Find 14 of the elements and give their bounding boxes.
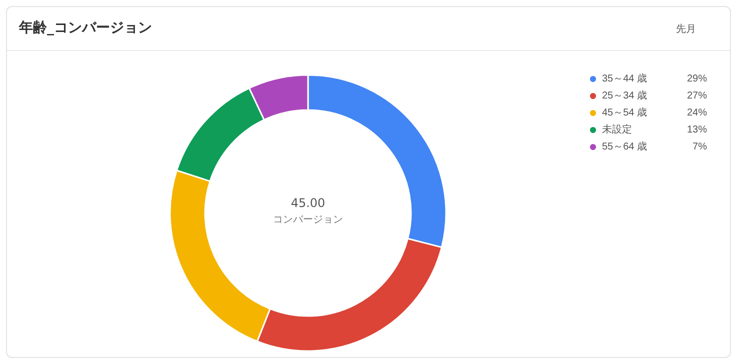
- legend-label: 35～44 歳: [602, 72, 648, 84]
- legend-label: 55～64 歳: [602, 140, 648, 152]
- chart-title: 年齢_コンバージョン: [19, 19, 152, 37]
- legend-label: 25～34 歳: [602, 90, 648, 102]
- data-label: 29%: [686, 74, 708, 84]
- text: コンバージョン: [273, 214, 343, 226]
- text: 45.00: [290, 196, 326, 210]
- chart-subtitle: 先月: [676, 22, 696, 36]
- data-label: 7%: [692, 142, 708, 152]
- legend-label: 45～54 歳: [602, 106, 648, 118]
- data-label: 27%: [686, 90, 708, 102]
- legend-label: 未設定: [602, 124, 632, 136]
- data-label: 13%: [686, 124, 708, 136]
- data-label: 24%: [686, 108, 708, 118]
